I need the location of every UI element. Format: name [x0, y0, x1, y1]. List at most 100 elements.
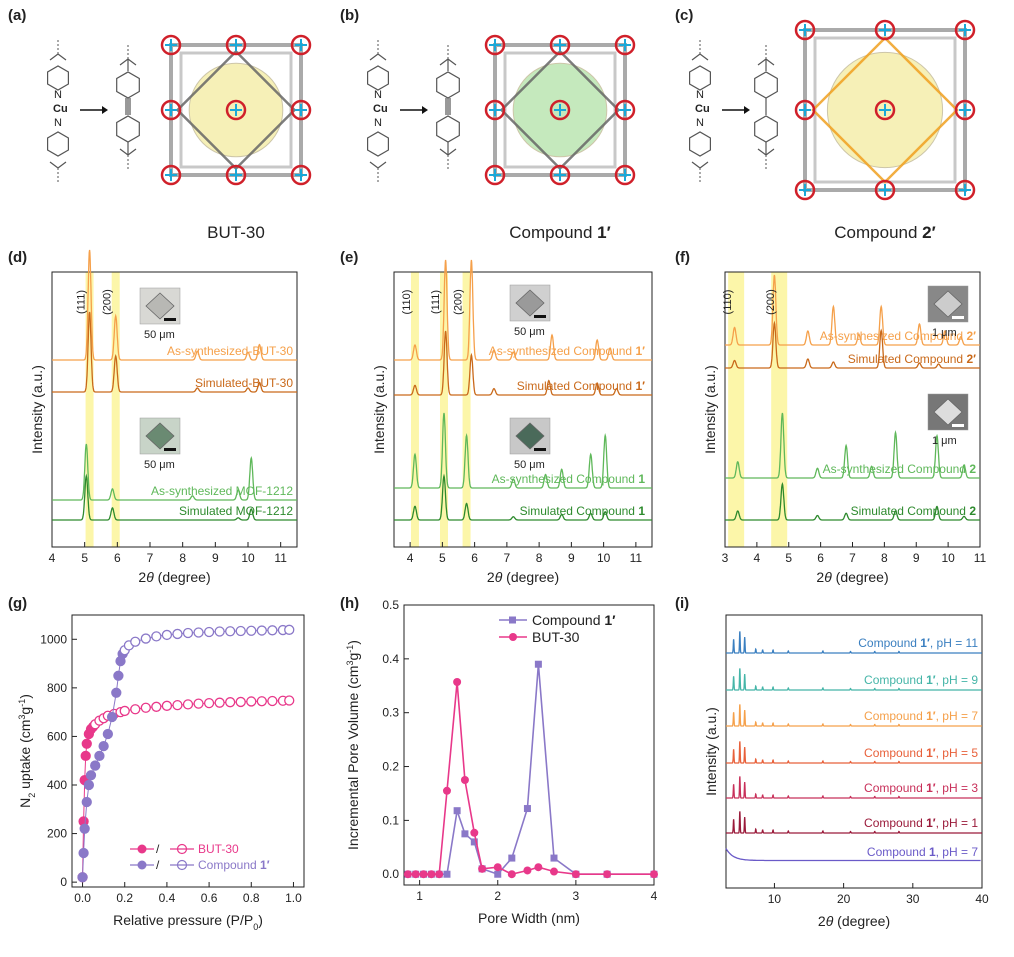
x-tick-label: 5 [439, 551, 446, 565]
scale-bar-label: 50 μm [144, 329, 175, 341]
pyridine-ring [688, 65, 712, 91]
pxrd-pattern-line [725, 274, 980, 346]
pyridine-ring [367, 131, 389, 157]
carboxyl-group [369, 53, 387, 61]
x-tick-label: 9 [568, 551, 575, 565]
carboxyl-group [691, 161, 709, 169]
isotherm-point [235, 696, 246, 708]
series-label: Simulated Compound 2 [851, 504, 977, 518]
crystal-shape [515, 422, 545, 450]
x-tick-label: 1 [416, 889, 423, 903]
cu-paddlewheel [225, 99, 247, 121]
pxrd-pattern-line [52, 311, 297, 393]
isotherm-point [235, 625, 246, 637]
isotherm-chart-g: 0.0 0.2 0.4 0.6 0.8 1.0 0 200 400 600 800 1000 Relat… [17, 614, 305, 932]
psd-square-point [494, 870, 502, 878]
psd-circle-point [478, 864, 487, 873]
x-tick-label: 8 [179, 551, 186, 565]
x-tick-label: 9 [212, 551, 219, 565]
x-tick-label: 6 [471, 551, 478, 565]
pxrd-pattern-line [394, 412, 652, 489]
psd-square-point [550, 854, 558, 862]
psd-circle-point [411, 870, 420, 879]
arrow-head [102, 106, 108, 114]
psd-circle-point [442, 786, 451, 795]
psd-circle-point [507, 870, 516, 879]
pxrd-pattern-line [394, 473, 652, 521]
plot-frame [393, 271, 653, 548]
x-tick-label: 10 [941, 551, 955, 565]
scale-bar [952, 424, 964, 427]
x-tick-label: 1.0 [285, 891, 302, 905]
y-axis-label: Intensity (a.u.) [702, 365, 718, 454]
y-axis-label: N2 uptake (cm3g-1) [17, 694, 37, 808]
cu-paddlewheel [160, 164, 182, 186]
pxrd-pattern-line [394, 259, 652, 361]
isotherm-point [81, 738, 92, 749]
scale-bar [952, 316, 964, 319]
pxrd-chart-d: 4 5 6 7 8 9 10 11 2θ (degree) Intensity (a.u.) As-… [29, 249, 298, 585]
x-tick-label: 4 [407, 551, 414, 565]
isotherm-point [79, 823, 90, 834]
isotherm-point [80, 750, 91, 762]
isotherm-point [214, 626, 225, 637]
psd-circle-point [650, 870, 658, 879]
panel-label-i: (i) [675, 595, 689, 612]
isotherm-point [83, 779, 95, 791]
pxrd-stability-chart-i: 10 20 30 40 2θ (degree) Intensity (a.u.) Compo… [703, 614, 989, 929]
pxrd-pattern-line [726, 811, 982, 834]
psd-circle-point [435, 870, 444, 879]
series-label: Compound 1′, pH = 9 [864, 673, 978, 687]
isotherm-point [225, 697, 236, 708]
isotherm-point [78, 847, 89, 859]
legend-square-marker [509, 616, 516, 624]
nitrogen-atom: N [696, 117, 704, 129]
peak-highlight-band [410, 272, 419, 547]
x-tick-label: 40 [975, 892, 989, 906]
x-axis-label: 2θ (degree) [487, 569, 559, 585]
copper-atom: Cu [53, 103, 68, 115]
y-axis-label: Incremental Pore Volume (cm3g-1) [345, 640, 361, 850]
linker-strut [499, 49, 621, 171]
pxrd-pattern-line [726, 704, 982, 727]
x-tick-label: 10 [597, 551, 611, 565]
x-tick-label: 10 [768, 892, 782, 906]
cu-paddlewheel [614, 164, 636, 186]
pxrd-pattern-line [52, 249, 297, 361]
isotherm-point [85, 770, 97, 781]
isotherm-point [267, 625, 278, 636]
x-tick-label: 0.2 [116, 891, 133, 905]
cu-paddlewheel [954, 179, 976, 201]
cu-paddlewheel [614, 99, 636, 121]
structure-illustration-a: N Cu N [46, 34, 312, 186]
psd-circle-point [460, 776, 469, 784]
psd-circle-point [453, 678, 462, 686]
isotherm-point [77, 872, 88, 883]
x-tick-label: 11 [974, 551, 987, 565]
y-axis-label: Intensity (a.u.) [371, 365, 387, 454]
caption-but30: BUT-30 [207, 223, 265, 242]
x-tick-label: 4 [754, 551, 761, 565]
cu-paddlewheel [225, 34, 247, 56]
x-tick-label: 20 [837, 892, 851, 906]
y-tick-label: 1000 [40, 632, 67, 646]
cu-paddlewheel [290, 164, 312, 186]
x-tick-label: 5 [81, 551, 88, 565]
x-tick-label: 4 [651, 889, 658, 903]
scale-bar [534, 448, 546, 451]
cu-paddlewheel [794, 99, 816, 121]
pxrd-chart-f: 3 4 5 6 7 8 9 10 11 2θ (degree) Intensity (a.u.) As… [702, 271, 987, 585]
scale-bar [164, 448, 176, 451]
hkl-label: (110) [722, 290, 734, 315]
isotherm-point [81, 796, 92, 808]
psd-square-point [508, 854, 516, 862]
benzene-ring [754, 71, 778, 99]
panel-label-a: (a) [8, 7, 26, 24]
x-tick-label: 7 [849, 551, 856, 565]
hkl-label: (200) [102, 289, 114, 315]
isotherm-point [151, 631, 162, 642]
isotherm-point [102, 728, 114, 740]
isotherm-point [119, 705, 130, 717]
hkl-label: (200) [765, 289, 777, 315]
